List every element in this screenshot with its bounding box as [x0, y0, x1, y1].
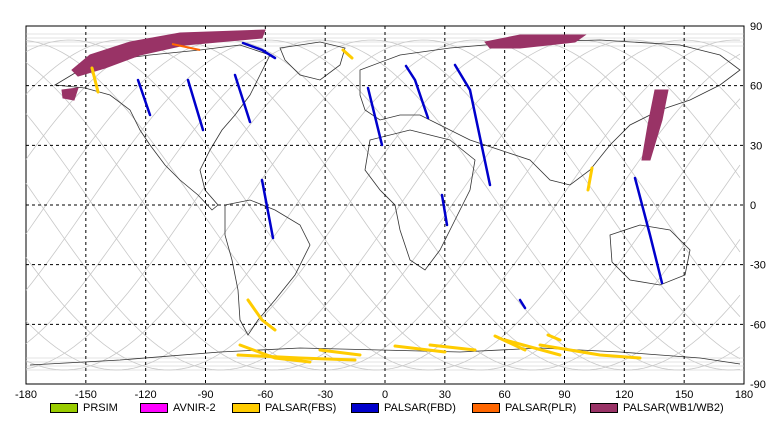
legend-item-palsar-fbs: PALSAR(FBS): [232, 402, 336, 414]
legend-swatch-avnir2: [140, 403, 168, 413]
swath-wb1-asia: [641, 89, 669, 161]
swath-fbs-sea: [586, 166, 594, 192]
swath-fbs-iceland: [341, 48, 354, 60]
swath-fbd-9: [440, 193, 449, 227]
swath-fbd-8: [453, 63, 492, 187]
orbit-track: [25, 39, 741, 371]
swath-fbd-11: [633, 176, 664, 285]
legend-swatch-palsar-wb: [590, 403, 618, 413]
swath-wb1-arctic: [484, 34, 587, 49]
swath-fbs-ant-8: [546, 333, 562, 342]
orbit-track: [25, 39, 741, 371]
swath-fbd-6: [366, 86, 384, 147]
legend-label: PALSAR(PLR): [505, 402, 577, 414]
legend: PRSIM AVNIR-2 PALSAR(FBS) PALSAR(FBD) PA…: [0, 398, 770, 422]
swaths-fbs: [90, 48, 642, 364]
y-tick-label: 90: [750, 21, 762, 33]
x-tick-label: -30: [317, 389, 333, 401]
map-frame: [25, 25, 745, 385]
y-tick-label: 60: [750, 81, 762, 93]
swath-fbs-ant-3: [318, 348, 362, 357]
x-tick-label: 150: [675, 389, 693, 401]
legend-item-palsar-wb: PALSAR(WB1/WB2): [590, 402, 724, 414]
legend-item-palsar-fbd: PALSAR(FBD): [351, 402, 456, 414]
x-tick-label: -90: [198, 389, 214, 401]
legend-label: AVNIR-2: [173, 402, 216, 414]
orbit-track: [25, 39, 741, 371]
orbit-track: [25, 39, 741, 371]
legend-swatch-prsim: [50, 403, 78, 413]
x-tick-label: -60: [257, 389, 273, 401]
swath-fbs-alaska: [90, 66, 100, 94]
swath-fbd-7: [404, 64, 430, 120]
swath-fbs-ant-6: [493, 334, 527, 352]
swath-fbs-sam-1: [246, 298, 277, 332]
orbit-track: [25, 39, 741, 371]
swath-wb1-pacific: [61, 87, 79, 101]
legend-swatch-palsar-fbd: [351, 403, 379, 413]
swath-plr-1: [171, 43, 201, 51]
x-tick-label: 180: [735, 389, 753, 401]
x-tick-label: 120: [615, 389, 633, 401]
legend-swatch-palsar-fbs: [232, 403, 260, 413]
swath-fbs-ant-9: [538, 343, 642, 360]
y-tick-label: -30: [750, 260, 766, 272]
swaths-plr: [171, 43, 201, 51]
swath-fbd-3: [233, 73, 252, 124]
orbit-track: [25, 39, 741, 371]
legend-item-prsim: PRSIM: [50, 402, 118, 414]
y-tick-label: -60: [750, 319, 766, 331]
legend-label: PALSAR(WB1/WB2): [623, 402, 724, 414]
x-tick-label: -180: [15, 389, 37, 401]
x-tick-label: -150: [75, 389, 97, 401]
swath-fbs-ant-4: [393, 344, 447, 354]
swath-fbd-10: [518, 298, 527, 310]
legend-label: PRSIM: [83, 402, 118, 414]
x-tick-label: -120: [135, 389, 157, 401]
x-tick-label: 30: [439, 389, 451, 401]
swaths-wb: [61, 29, 669, 161]
orbit-track: [25, 39, 741, 371]
x-tick-label: 0: [382, 389, 388, 401]
x-tick-label: 60: [499, 389, 511, 401]
swath-fbs-ant-2: [236, 353, 357, 362]
coastlines: [29, 39, 741, 366]
x-axis-ticks: -180 -150 -120 -90 -60 -30 0 30 60 90 120 150 180: [15, 389, 753, 401]
y-tick-label: 0: [750, 200, 756, 212]
swath-wb1-north-america: [71, 29, 266, 77]
y-tick-label: 30: [750, 140, 762, 152]
legend-label: PALSAR(FBS): [265, 402, 337, 414]
swath-fbd-2: [186, 78, 205, 132]
y-axis-ticks: 90 60 30 0 -30 -60 -90: [750, 21, 766, 391]
legend-label: PALSAR(FBD): [384, 402, 456, 414]
swath-fbd-4: [241, 41, 277, 60]
legend-item-avnir2: AVNIR-2: [140, 402, 216, 414]
orbit-track: [25, 39, 741, 371]
orbit-track: [25, 39, 741, 371]
x-tick-label: 90: [558, 389, 570, 401]
swath-fbs-ant-7: [503, 338, 562, 357]
legend-item-palsar-plr: PALSAR(PLR): [472, 402, 576, 414]
legend-swatch-palsar-plr: [472, 403, 500, 413]
swath-fbd-1: [136, 78, 152, 117]
swath-fbd-5: [260, 178, 275, 240]
y-tick-label: -90: [750, 379, 766, 391]
swath-fbs-ant-5: [428, 343, 477, 352]
swaths-fbd: [136, 41, 664, 310]
orbit-track: [25, 39, 741, 371]
